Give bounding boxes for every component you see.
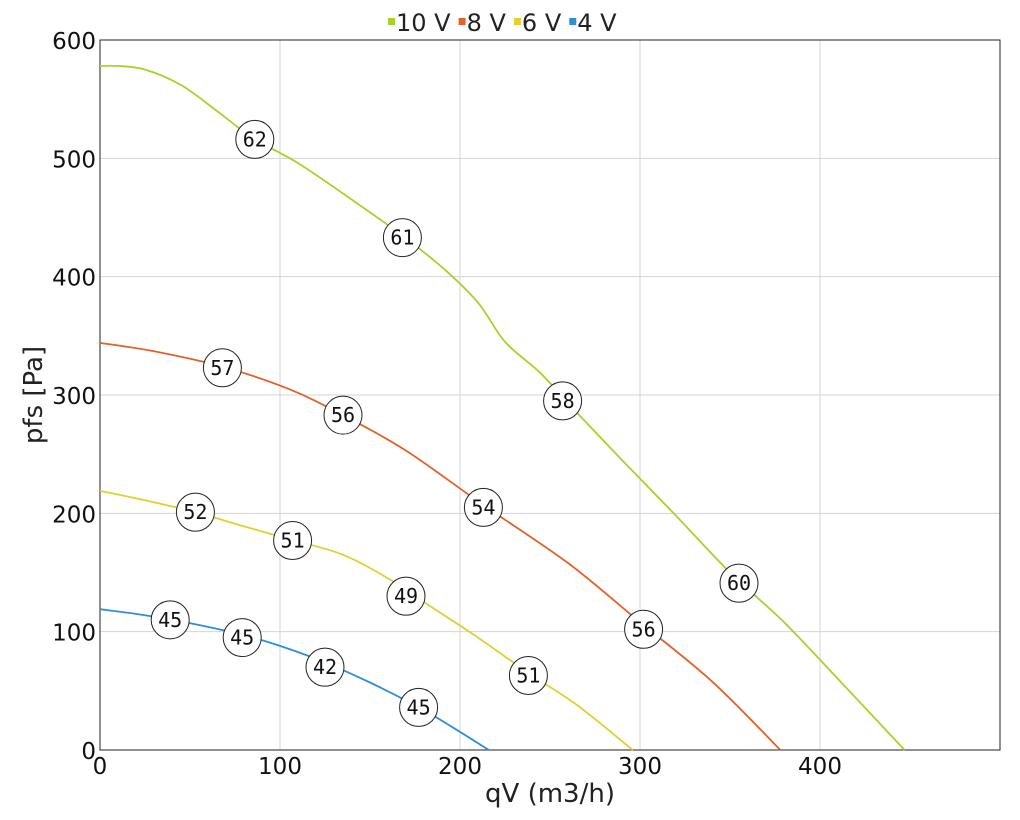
sound-level-marker: 56 [323,395,363,435]
sound-level-marker: 58 [543,381,583,421]
sound-level-marker: 45 [399,687,439,727]
sound-level-marker: 61 [382,218,422,258]
marker-label: 61 [390,226,414,250]
marker-circle [273,521,313,561]
marker-circle [399,687,439,727]
x-tick-label: 0 [93,754,108,780]
legend-label: 8 V [467,9,507,37]
marker-circle [323,395,363,435]
y-tick-label: 300 [52,384,96,410]
legend-swatch [388,18,395,25]
sound-level-marker: 49 [386,576,426,616]
marker-label: 51 [281,529,305,553]
legend-label: 10 V [396,9,451,37]
marker-label: 60 [727,571,751,595]
legend-item-4v: 4 V [569,9,617,37]
y-tick-label: 0 [81,739,96,765]
marker-circle [382,218,422,258]
marker-circle [175,492,215,532]
marker-circle [305,647,345,687]
y-axis-ticks: 0 100 200 300 400 500 600 [52,29,96,765]
marker-circle [463,487,503,527]
marker-label: 45 [230,626,254,650]
marker-circle [202,348,242,388]
legend: 10 V 8 V 6 V 4 V [388,9,617,37]
x-tick-label: 300 [618,754,662,780]
marker-circle [508,655,548,695]
y-axis-label: pfs [Pa] [19,346,49,444]
sound-level-marker: 51 [508,655,548,695]
marker-circle [235,119,275,159]
x-tick-label: 100 [258,754,302,780]
series-line-10v [99,64,906,751]
marker-layer: 62 61 58 60 57 56 54 56 52 51 49 51 45 45 42 45 [150,119,759,727]
marker-label: 57 [210,356,234,380]
marker-circle [386,576,426,616]
x-axis-label: qV (m3/h) [485,779,615,809]
legend-swatch [569,18,577,25]
marker-label: 49 [394,584,418,608]
marker-label: 51 [516,663,540,687]
legend-item-8v: 8 V [458,9,507,37]
sound-level-marker: 45 [150,600,190,640]
sound-level-marker: 42 [305,647,345,687]
marker-label: 52 [183,500,207,524]
marker-circle [543,381,583,421]
marker-circle [624,609,664,649]
marker-label: 56 [331,403,355,427]
x-tick-label: 200 [438,754,482,780]
marker-circle [222,618,262,658]
y-tick-label: 100 [52,621,96,647]
marker-label: 42 [313,655,337,679]
sound-level-marker: 57 [202,348,242,388]
series-layer [99,64,906,751]
sound-level-marker: 62 [235,119,275,159]
marker-label: 54 [471,495,495,519]
sound-level-marker: 51 [273,521,313,561]
series-line-8v [99,342,782,751]
legend-item-10v: 10 V [388,9,451,37]
sound-level-marker: 56 [624,609,664,649]
marker-label: 58 [551,389,575,413]
legend-label: 6 V [522,9,562,37]
legend-swatch [513,18,521,25]
legend-item-6v: 6 V [513,9,562,37]
marker-label: 45 [158,608,182,632]
plot-frame [99,39,1001,751]
sound-level-marker: 52 [175,492,215,532]
marker-circle [150,600,190,640]
x-tick-label: 400 [798,754,842,780]
y-tick-label: 200 [52,502,96,528]
y-tick-label: 400 [52,266,96,292]
sound-level-marker: 45 [222,618,262,658]
marker-label: 56 [632,617,656,641]
legend-label: 4 V [577,9,617,37]
legend-swatch [458,18,466,25]
marker-label: 62 [243,127,267,151]
sound-level-marker: 60 [719,563,759,603]
marker-circle [719,563,759,603]
marker-label: 45 [407,695,431,719]
sound-level-marker: 54 [463,487,503,527]
x-axis-ticks: 0 100 200 300 400 [93,754,842,780]
y-tick-label: 600 [52,29,96,55]
y-tick-label: 500 [52,147,96,173]
